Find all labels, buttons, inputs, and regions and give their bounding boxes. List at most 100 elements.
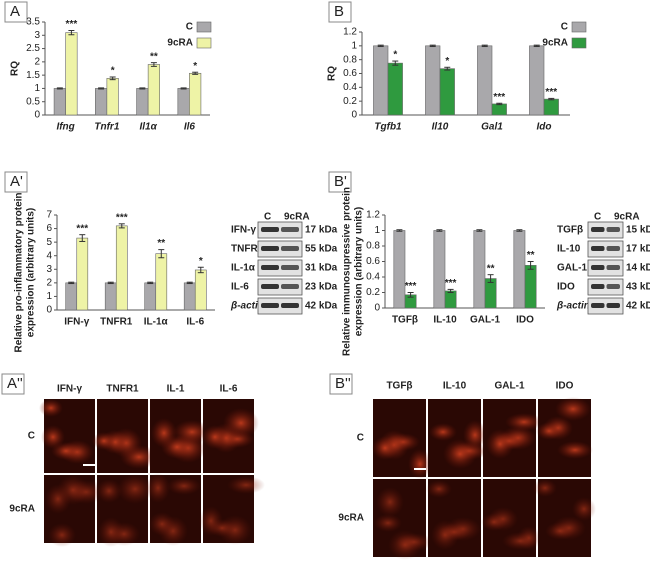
significance: * — [199, 256, 203, 267]
blot-header: 9cRA — [614, 212, 640, 223]
error-bar — [118, 223, 125, 229]
x-tick-label: IFN-γ — [64, 317, 89, 328]
significance: *** — [493, 92, 505, 103]
significance: ** — [157, 238, 165, 249]
significance: ** — [150, 51, 158, 62]
blot-strip — [587, 297, 624, 315]
column-header: TNFR1 — [106, 384, 139, 395]
error-bar — [109, 76, 116, 81]
bar — [76, 237, 89, 311]
blot-strip — [257, 297, 303, 315]
error-bar — [98, 87, 105, 90]
bar — [491, 103, 507, 116]
bar — [177, 88, 190, 116]
cell — [48, 523, 76, 547]
blot-band — [606, 303, 620, 308]
y-tick-label: 2 — [34, 56, 40, 67]
error-bar — [150, 62, 157, 67]
blot-band — [606, 227, 620, 232]
y-tick-label: 0 — [351, 110, 357, 121]
error-bar — [158, 249, 165, 259]
row-label: 9cRA — [9, 504, 35, 515]
bar — [65, 32, 78, 116]
row-label: 9cRA — [338, 513, 364, 524]
blot-size: 23 kDa — [305, 282, 338, 293]
significance: *** — [76, 223, 88, 234]
error-bar — [147, 281, 154, 285]
cell — [376, 487, 404, 517]
legend-swatch — [571, 37, 587, 49]
bar — [529, 45, 545, 116]
cell — [426, 480, 452, 498]
bar — [104, 282, 117, 311]
bar — [155, 253, 168, 311]
bar — [425, 45, 441, 116]
column-header: TGFβ — [386, 381, 412, 392]
y-axis-label: RQ — [327, 66, 338, 81]
legend-swatch — [571, 21, 587, 33]
blot-strip — [257, 221, 303, 239]
blot-size: 42 kDa — [626, 301, 650, 312]
bar — [183, 282, 196, 311]
bar — [65, 282, 78, 311]
cell — [92, 432, 116, 450]
y-tick-label: 0.6 — [366, 256, 380, 267]
cell — [429, 423, 457, 441]
error-bar — [68, 30, 75, 36]
y-axis-label: Relative immunosupressive protein — [342, 187, 353, 356]
cell — [146, 473, 170, 503]
error-bar — [527, 261, 534, 270]
panel-label: A' — [10, 173, 23, 190]
cell — [545, 522, 575, 540]
blot-label: TGFβ — [557, 225, 583, 236]
bar — [106, 78, 119, 116]
bar — [189, 72, 202, 116]
y-axis-label: Relative pro-inflammatory protein — [14, 192, 25, 352]
y-tick-label: 2.5 — [26, 43, 40, 54]
cell — [572, 497, 596, 521]
blot-strip — [587, 240, 624, 258]
bar — [543, 98, 559, 116]
cell — [502, 532, 538, 550]
error-bar — [429, 44, 436, 48]
y-tick-label: 0 — [374, 303, 380, 314]
blot-band — [591, 246, 605, 251]
row-label: C — [357, 433, 364, 444]
cell — [431, 520, 459, 550]
column-header: IFN-γ — [57, 384, 82, 395]
x-tick-label: Il6 — [184, 122, 196, 133]
x-tick-label: IDO — [516, 315, 534, 326]
column-header: IL-6 — [220, 384, 238, 395]
blot-label: IL-10 — [557, 244, 581, 255]
error-bar — [533, 44, 540, 48]
y-tick-label: 0.8 — [366, 241, 380, 252]
scale-bar — [83, 464, 95, 466]
significance: * — [393, 50, 397, 61]
x-tick-label: Il10 — [432, 122, 449, 133]
bar — [373, 45, 389, 116]
blot-label: IFN-γ — [231, 225, 256, 236]
blot-band — [591, 227, 605, 232]
blot-strip — [587, 278, 624, 296]
y-tick-label: 1.2 — [366, 210, 380, 221]
blot-band — [281, 246, 299, 251]
y-tick-label: 1 — [374, 225, 380, 236]
cell — [555, 397, 591, 421]
x-tick-label: TNFR1 — [100, 317, 133, 328]
x-tick-label: IL-10 — [433, 315, 457, 326]
significance: *** — [545, 87, 557, 98]
panel-label-box — [328, 171, 352, 193]
legend-label: 9cRA — [542, 38, 568, 49]
error-bar — [107, 281, 114, 285]
bar — [393, 230, 406, 309]
bar — [484, 278, 497, 309]
blot-header: C — [264, 212, 271, 223]
y-tick-label: 0.8 — [343, 54, 357, 65]
blot-label: IL-1α — [231, 263, 256, 274]
significance: *** — [405, 281, 417, 292]
x-tick-label: Tnfr1 — [94, 122, 119, 133]
cell — [96, 479, 122, 503]
blot-label: β-actin — [230, 301, 264, 312]
y-tick-label: 0.4 — [343, 82, 357, 93]
